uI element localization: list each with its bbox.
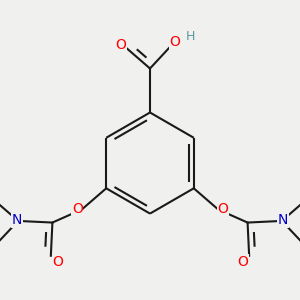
Text: O: O	[218, 202, 228, 215]
Text: O: O	[237, 255, 248, 269]
Text: H: H	[185, 30, 195, 43]
Text: O: O	[52, 255, 63, 269]
Text: O: O	[115, 38, 126, 52]
Text: O: O	[72, 202, 83, 215]
Text: N: N	[278, 213, 288, 227]
Text: N: N	[12, 213, 22, 227]
Text: O: O	[170, 35, 181, 50]
